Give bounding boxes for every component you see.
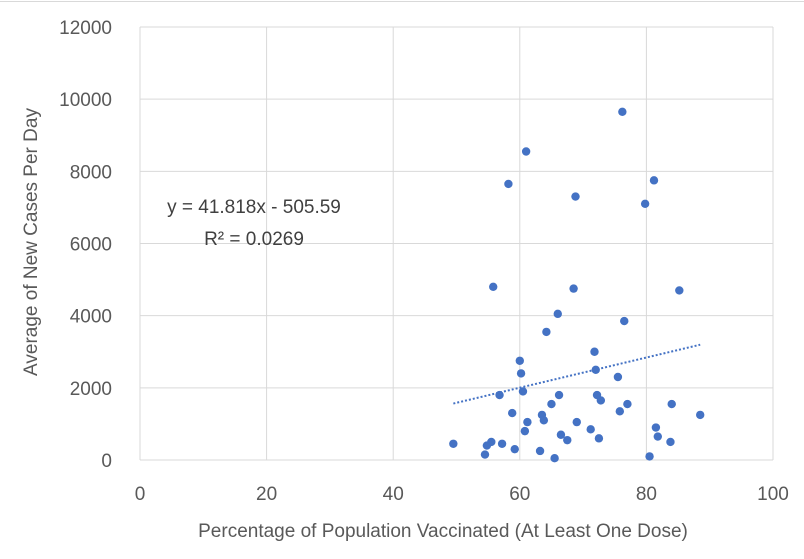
data-point	[515, 356, 524, 365]
data-point	[675, 286, 684, 295]
x-tick-label: 20	[256, 484, 277, 505]
data-point	[547, 399, 556, 409]
data-point	[489, 282, 498, 291]
data-point	[516, 369, 526, 378]
data-point	[615, 407, 625, 416]
data-point	[542, 327, 551, 337]
data-point	[571, 192, 580, 201]
data-point	[620, 316, 629, 326]
x-tick-label: 60	[509, 484, 530, 505]
data-point	[618, 107, 627, 116]
data-point	[504, 179, 513, 189]
data-point	[510, 444, 519, 454]
data-point	[594, 434, 604, 443]
data-point	[667, 399, 676, 409]
data-point	[613, 372, 623, 382]
gridlines	[139, 26, 774, 461]
y-tick-label: 10000	[59, 90, 112, 111]
data-point	[591, 365, 600, 374]
y-tick-label: 0	[101, 451, 112, 472]
data-point	[696, 410, 705, 420]
data-point	[623, 399, 632, 409]
r-squared-label: R² = 0.0269	[204, 229, 304, 250]
x-tick-label: 80	[636, 484, 657, 505]
data-point	[535, 446, 545, 456]
data-points	[449, 107, 705, 463]
x-tick-label: 0	[135, 484, 146, 505]
data-point	[550, 453, 559, 463]
data-point	[521, 147, 531, 156]
data-point	[480, 450, 490, 459]
data-point	[508, 408, 517, 418]
data-point	[596, 396, 606, 405]
data-point	[653, 432, 662, 441]
y-tick-label: 6000	[70, 235, 112, 256]
y-tick-label: 2000	[70, 379, 112, 400]
y-axis-ticks: 0 2000 4000 6000 8000 10000 12000	[59, 18, 112, 472]
data-point	[640, 199, 650, 209]
data-point	[495, 390, 504, 400]
y-axis-title: Average of New Cases Per Day	[21, 108, 42, 376]
data-point	[651, 423, 661, 432]
data-point	[645, 452, 654, 461]
data-point	[553, 309, 562, 319]
trendline-equation: y = 41.818x - 505.59	[167, 197, 341, 218]
x-axis-ticks: 0 20 40 60 80 100	[135, 484, 789, 505]
y-tick-label: 12000	[59, 18, 112, 39]
y-tick-label: 8000	[70, 162, 112, 183]
data-point	[563, 435, 572, 445]
data-point	[554, 390, 564, 400]
data-point	[666, 437, 675, 447]
y-tick-label: 4000	[70, 307, 112, 328]
data-point	[569, 284, 578, 293]
x-tick-label: 100	[757, 484, 789, 505]
data-point	[487, 437, 496, 447]
data-point	[539, 416, 549, 425]
data-point	[518, 387, 528, 396]
data-point	[649, 176, 659, 185]
x-axis-title: Percentage of Population Vaccinated (At …	[198, 521, 688, 542]
x-tick-label: 40	[383, 484, 404, 505]
data-point	[586, 425, 595, 434]
data-point	[572, 417, 581, 427]
data-point	[523, 417, 532, 427]
data-point	[590, 347, 599, 356]
data-point	[449, 439, 458, 448]
data-point	[556, 430, 566, 439]
data-point	[520, 426, 530, 436]
data-point	[497, 439, 507, 448]
